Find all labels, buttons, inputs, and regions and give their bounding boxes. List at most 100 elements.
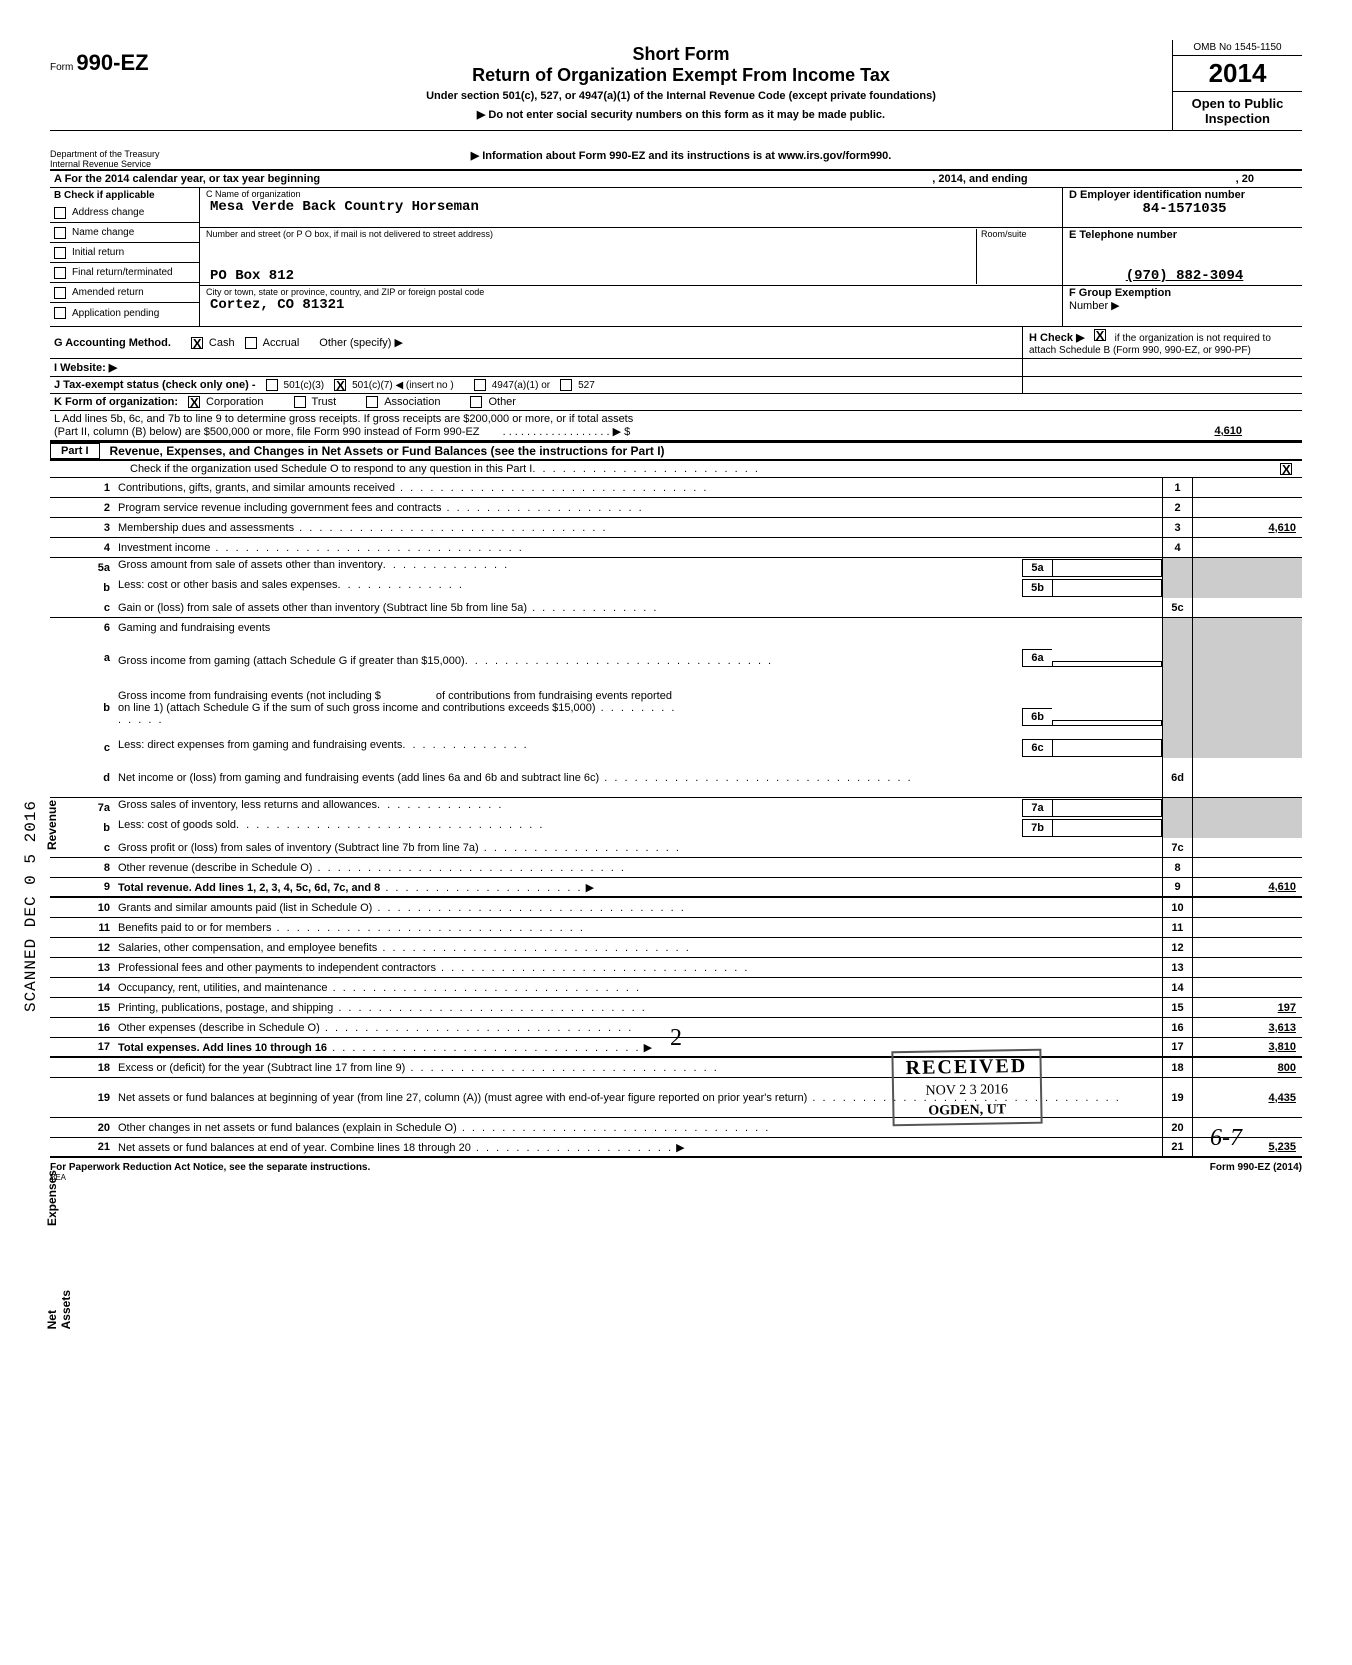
check-schedule-b[interactable] bbox=[1094, 329, 1106, 341]
info-line: ▶ Information about Form 990-EZ and its … bbox=[190, 131, 1172, 169]
value-3: 4,610 bbox=[1192, 518, 1302, 537]
check-schedule-o[interactable] bbox=[1280, 463, 1292, 475]
line-8: 8 Other revenue (describe in Schedule O)… bbox=[50, 858, 1302, 878]
check-accrual[interactable] bbox=[245, 337, 257, 349]
title-box: Short Form Return of Organization Exempt… bbox=[190, 40, 1172, 130]
line-2: 2 Program service revenue including gove… bbox=[50, 498, 1302, 518]
header-row: Form 990-EZ Short Form Return of Organiz… bbox=[50, 40, 1302, 131]
received-stamp: RECEIVED NOV 2 3 2016 OGDEN, UT bbox=[892, 1049, 1043, 1127]
value-18: 800 bbox=[1192, 1058, 1302, 1077]
tax-year: 2014 bbox=[1173, 56, 1302, 91]
line-9: 9 Total revenue. Add lines 1, 2, 3, 4, 5… bbox=[50, 878, 1302, 898]
city-value: Cortez, CO 81321 bbox=[206, 297, 1056, 313]
part1-check-text: Check if the organization used Schedule … bbox=[130, 463, 532, 475]
check-527[interactable] bbox=[560, 379, 572, 391]
part1-title: Revenue, Expenses, and Changes in Net As… bbox=[100, 444, 665, 458]
footer: For Paperwork Reduction Act Notice, see … bbox=[50, 1158, 1302, 1182]
open-public: Open to Public Inspection bbox=[1173, 91, 1302, 130]
check-application-pending[interactable]: Application pending bbox=[50, 303, 199, 323]
form-990ez: SCANNED DEC 0 5 2016 Form 990-EZ Short F… bbox=[50, 40, 1302, 1182]
part1-header: Part I Revenue, Expenses, and Changes in… bbox=[50, 441, 1302, 461]
section-j: J Tax-exempt status (check only one) - 5… bbox=[50, 377, 1022, 394]
value-9: 4,610 bbox=[1192, 878, 1302, 896]
section-b: B Check if applicable Address change Nam… bbox=[50, 188, 200, 326]
dept-row: Department of the Treasury Internal Reve… bbox=[50, 131, 1302, 171]
return-title: Return of Organization Exempt From Incom… bbox=[200, 65, 1162, 86]
check-4947[interactable] bbox=[474, 379, 486, 391]
section-a: A For the 2014 calendar year, or tax yea… bbox=[50, 171, 1302, 188]
side-label-netassets: Net Assets bbox=[45, 1290, 73, 1329]
line-6d: d Net income or (loss) from gaming and f… bbox=[50, 758, 1302, 798]
line-1: 1 Contributions, gifts, grants, and simi… bbox=[50, 478, 1302, 498]
gross-receipts-value: 4,610 bbox=[1214, 425, 1242, 437]
side-label-expenses: Expenses bbox=[45, 1170, 59, 1226]
line-15: 15 Printing, publications, postage, and … bbox=[50, 998, 1302, 1018]
room-label: Room/suite bbox=[981, 229, 1056, 239]
check-amended[interactable]: Amended return bbox=[50, 283, 199, 303]
ein-label: D Employer identification number bbox=[1069, 189, 1296, 201]
section-b-label: B Check if applicable bbox=[50, 188, 199, 203]
check-initial-return[interactable]: Initial return bbox=[50, 243, 199, 263]
line-21: 21 Net assets or fund balances at end of… bbox=[50, 1138, 1302, 1158]
city-label: City or town, state or province, country… bbox=[206, 287, 1056, 297]
dept-label: Department of the Treasury Internal Reve… bbox=[50, 131, 190, 169]
check-other-org[interactable] bbox=[470, 396, 482, 408]
ein-value: 84-1571035 bbox=[1069, 201, 1296, 217]
check-association[interactable] bbox=[366, 396, 378, 408]
street-label: Number and street (or P O box, if mail i… bbox=[206, 229, 976, 239]
line-6a: a Gross income from gaming (attach Sched… bbox=[50, 638, 1302, 678]
check-final-return[interactable]: Final return/terminated bbox=[50, 263, 199, 283]
line-11: 11 Benefits paid to or for members 11 bbox=[50, 918, 1302, 938]
phone-value: (970) 882-3094 bbox=[1069, 268, 1296, 284]
omb-number: OMB No 1545-1150 bbox=[1173, 40, 1302, 56]
section-a-right: , 20 bbox=[1236, 173, 1254, 185]
form-number-box: Form 990-EZ bbox=[50, 40, 190, 130]
year-box: OMB No 1545-1150 2014 Open to Public Ins… bbox=[1172, 40, 1302, 130]
check-trust[interactable] bbox=[294, 396, 306, 408]
group-exempt-number: Number ▶ bbox=[1069, 299, 1296, 312]
section-a-mid: , 2014, and ending bbox=[932, 173, 1027, 185]
footer-paperwork: For Paperwork Reduction Act Notice, see … bbox=[50, 1162, 370, 1173]
side-label-revenue: Revenue bbox=[45, 800, 59, 850]
line-7a: 7a Gross sales of inventory, less return… bbox=[50, 798, 1302, 818]
line-5c: c Gain or (loss) from sale of assets oth… bbox=[50, 598, 1302, 618]
line-7c: c Gross profit or (loss) from sales of i… bbox=[50, 838, 1302, 858]
section-a-left: A For the 2014 calendar year, or tax yea… bbox=[54, 173, 320, 185]
value-15: 197 bbox=[1192, 998, 1302, 1017]
section-def: D Employer identification number 84-1571… bbox=[1062, 188, 1302, 326]
check-cash[interactable] bbox=[191, 337, 203, 349]
check-501c[interactable] bbox=[334, 379, 346, 391]
footer-eea: EEA bbox=[50, 1173, 370, 1182]
check-address-change[interactable]: Address change bbox=[50, 203, 199, 223]
section-l: L Add lines 5b, 6c, and 7b to line 9 to … bbox=[50, 411, 1302, 441]
handwritten-2: 2 bbox=[670, 1025, 682, 1052]
line-18: 18 Excess or (deficit) for the year (Sub… bbox=[50, 1058, 1302, 1078]
section-h: H Check ▶ if the organization is not req… bbox=[1022, 327, 1302, 358]
line-5b: b Less: cost or other basis and sales ex… bbox=[50, 578, 1302, 598]
line-4: 4 Investment income 4 bbox=[50, 538, 1302, 558]
line-13: 13 Professional fees and other payments … bbox=[50, 958, 1302, 978]
org-name-label: C Name of organization bbox=[206, 189, 1056, 199]
section-g: G Accounting Method. Cash Accrual Other … bbox=[50, 327, 1022, 358]
section-c: C Name of organization Mesa Verde Back C… bbox=[200, 188, 1062, 326]
org-name-value: Mesa Verde Back Country Horseman bbox=[206, 199, 1056, 215]
section-k: K Form of organization: Corporation Trus… bbox=[50, 394, 1302, 411]
value-19: 4,435 bbox=[1192, 1078, 1302, 1117]
line-12: 12 Salaries, other compensation, and emp… bbox=[50, 938, 1302, 958]
line-7b: b Less: cost of goods sold 7b bbox=[50, 818, 1302, 838]
line-6b: b Gross income from fundraising events (… bbox=[50, 678, 1302, 738]
line-5a: 5a Gross amount from sale of assets othe… bbox=[50, 558, 1302, 578]
footer-form-ref: Form 990-EZ (2014) bbox=[1210, 1162, 1302, 1182]
subtitle: Under section 501(c), 527, or 4947(a)(1)… bbox=[200, 90, 1162, 102]
line-20: 20 Other changes in net assets or fund b… bbox=[50, 1118, 1302, 1138]
scanned-stamp: SCANNED DEC 0 5 2016 bbox=[22, 800, 40, 1012]
check-name-change[interactable]: Name change bbox=[50, 223, 199, 243]
line-3: 3 Membership dues and assessments 34,610 bbox=[50, 518, 1302, 538]
check-501c3[interactable] bbox=[266, 379, 278, 391]
line-19: 19 Net assets or fund balances at beginn… bbox=[50, 1078, 1302, 1118]
line-10: 10 Grants and similar amounts paid (list… bbox=[50, 898, 1302, 918]
value-16: 3,613 bbox=[1192, 1018, 1302, 1037]
short-form-title: Short Form bbox=[200, 44, 1162, 65]
form-number: 990-EZ bbox=[76, 50, 148, 75]
check-corporation[interactable] bbox=[188, 396, 200, 408]
